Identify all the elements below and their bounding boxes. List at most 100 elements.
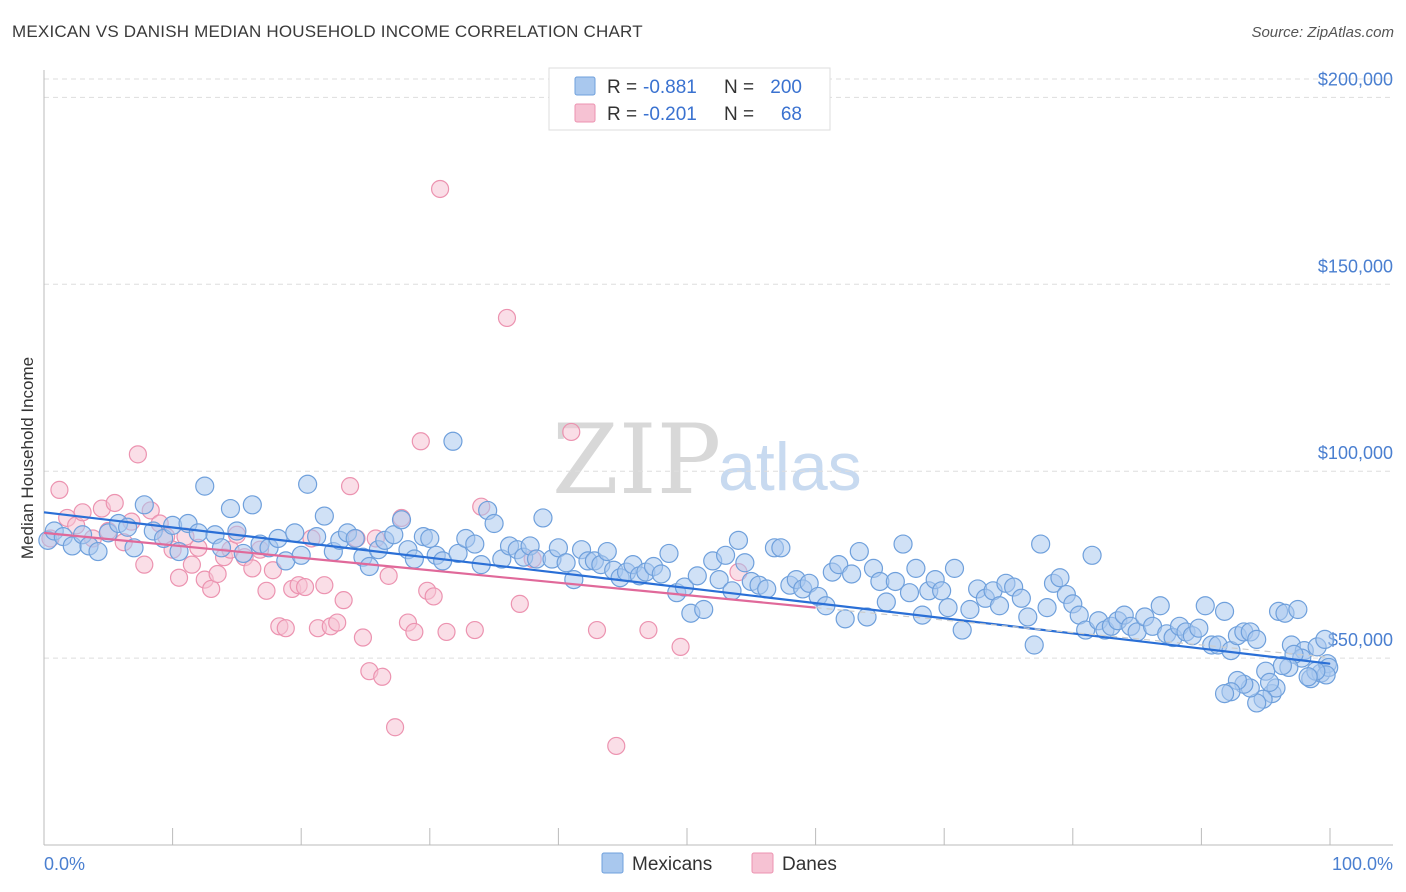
data-point: [298, 474, 318, 494]
legend-n-label-mexicans: N =: [724, 77, 754, 98]
data-point: [715, 545, 736, 565]
bottom-legend-label-mexicans: Mexicans: [632, 854, 712, 875]
data-point: [391, 510, 412, 530]
trendline-danes: [43, 531, 816, 609]
data-point: [50, 480, 69, 499]
data-point: [906, 558, 926, 578]
data-point: [639, 620, 658, 640]
data-point: [1189, 618, 1209, 638]
data-point: [307, 527, 327, 547]
data-point: [1259, 672, 1280, 692]
data-point: [510, 594, 529, 613]
data-point: [757, 579, 777, 599]
watermark-atlas-text: atlas: [718, 429, 862, 505]
data-point: [876, 592, 896, 612]
data-point: [1298, 667, 1318, 687]
data-point: [135, 555, 154, 574]
data-point: [465, 620, 484, 640]
legend-n-label-danes: N =: [724, 104, 754, 125]
data-point: [1195, 596, 1215, 616]
data-point: [1272, 655, 1293, 676]
legend-r-label-mexicans: R =: [607, 77, 637, 98]
x-tick-label-min: 0.0%: [44, 854, 85, 874]
data-point: [989, 596, 1010, 616]
data-point: [607, 736, 626, 756]
data-point: [420, 528, 440, 549]
source-label: Source: ZipAtlas.com: [1251, 24, 1394, 41]
data-point: [353, 628, 373, 647]
data-point: [1288, 599, 1308, 620]
y-axis-label: Median Household Income: [18, 357, 37, 559]
data-point: [651, 564, 671, 584]
data-point: [334, 591, 353, 610]
correlation-legend: R = -0.881 N = 200 R = -0.201 N = 68: [548, 67, 831, 131]
data-point: [842, 564, 862, 584]
mexicans-points: [38, 431, 1339, 713]
data-point: [556, 553, 576, 573]
data-point: [1050, 568, 1070, 588]
legend-r-value-mexicans: -0.881: [643, 77, 697, 98]
data-point: [659, 543, 679, 564]
data-point: [728, 530, 749, 550]
data-point: [671, 637, 690, 656]
data-point: [437, 622, 456, 642]
trendlines: [43, 511, 1331, 665]
data-point: [276, 619, 295, 638]
data-point: [687, 566, 707, 586]
data-point: [1315, 629, 1335, 650]
legend-r-label-danes: R =: [607, 104, 637, 125]
trendline-danes-ext: [815, 607, 1331, 659]
data-point: [899, 583, 920, 603]
data-point: [243, 559, 262, 578]
data-point: [960, 599, 980, 620]
watermark-zip-text: ZIP: [552, 404, 721, 516]
data-point: [242, 495, 262, 515]
data-point: [709, 569, 729, 590]
data-point: [314, 506, 334, 526]
data-point: [1031, 534, 1051, 554]
data-point: [885, 571, 905, 592]
y-axis-tick-labels: $50,000 $100,000 $150,000 $200,000: [1318, 69, 1393, 650]
data-point: [597, 541, 617, 562]
data-point: [1037, 598, 1057, 618]
data-point: [257, 581, 276, 600]
y-tick-label: $50,000: [1328, 630, 1393, 650]
data-point: [340, 477, 360, 496]
data-point: [835, 609, 855, 629]
bottom-legend-swatch-mexicans: [601, 852, 624, 874]
data-point: [328, 613, 347, 632]
legend-swatch-danes: [574, 103, 596, 123]
data-point: [182, 555, 201, 574]
data-point: [1214, 684, 1235, 704]
data-point: [211, 538, 232, 558]
data-point: [952, 620, 972, 640]
data-point: [1018, 607, 1038, 627]
data-point: [944, 558, 965, 578]
data-point: [1082, 545, 1102, 565]
data-point: [893, 534, 913, 554]
trendline-mexicans: [43, 511, 1331, 665]
data-point: [424, 587, 443, 606]
y-tick-label: $200,000: [1318, 69, 1393, 89]
data-point: [295, 577, 315, 597]
data-point: [134, 495, 154, 515]
data-point: [533, 508, 553, 528]
data-point: [1024, 635, 1044, 655]
data-point: [373, 667, 392, 686]
data-point: [345, 528, 365, 549]
data-point: [404, 549, 424, 569]
legend-n-value-mexicans: 200: [770, 77, 802, 98]
data-point: [771, 538, 791, 558]
data-point: [188, 523, 208, 543]
data-point: [735, 553, 755, 573]
data-point: [411, 432, 430, 451]
watermark: ZIP atlas: [552, 404, 862, 516]
data-point: [932, 581, 952, 601]
data-point: [849, 541, 869, 562]
data-point: [384, 525, 404, 545]
x-tick-label-max: 100.0%: [1332, 854, 1393, 874]
data-point: [448, 543, 468, 564]
series-legend: Mexicans Danes: [601, 852, 837, 875]
data-point: [285, 523, 305, 543]
data-point: [1011, 588, 1031, 608]
